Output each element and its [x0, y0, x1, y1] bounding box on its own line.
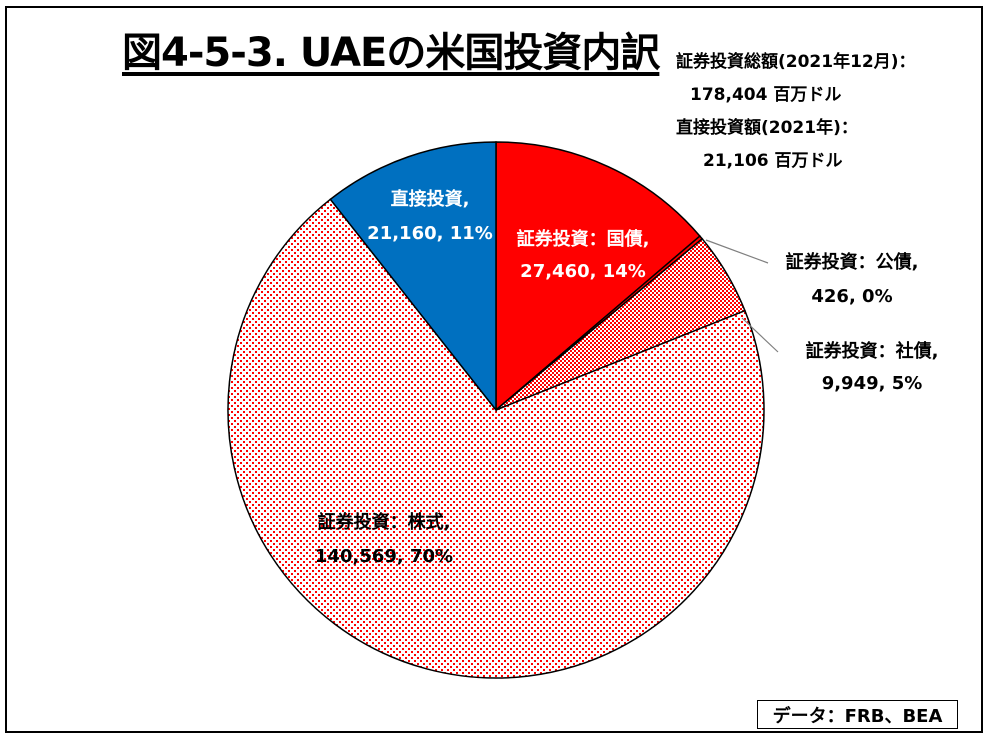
portfolio-total-value: 178,404 百万ドル	[690, 85, 842, 105]
direct-total-value: 21,106 百万ドル	[703, 151, 843, 171]
data-label-value-3: 140,569, 70%	[315, 546, 453, 567]
leader-line-1	[705, 239, 769, 264]
data-label-value-0: 27,460, 14%	[520, 261, 646, 282]
data-label-name-4: 直接投資,	[391, 188, 470, 210]
chart-title: 図4-5-3. UAEの米国投資内訳	[122, 30, 660, 76]
data-label-name-1: 証券投資：公債,	[786, 251, 919, 273]
data-label-value-1: 426, 0%	[811, 286, 892, 307]
leader-line-2	[741, 317, 779, 353]
data-label-name-2: 証券投資：社債,	[806, 340, 939, 362]
data-label-value-2: 9,949, 5%	[822, 373, 923, 394]
portfolio-total-label: 証券投資総額(2021年12月)：	[676, 52, 916, 72]
data-source: データ：FRB、BEA	[757, 700, 958, 729]
data-label-name-0: 証券投資：国債,	[517, 228, 650, 250]
chart-frame	[5, 6, 983, 733]
pie-slice-4	[329, 141, 497, 413]
pie-slice-3	[227, 198, 765, 679]
data-label-value-4: 21,160, 11%	[367, 223, 493, 244]
pie-slice-0	[495, 141, 701, 412]
data-label-name-3: 証券投資：株式,	[318, 511, 451, 533]
direct-total-label: 直接投資額(2021年)：	[676, 118, 858, 138]
